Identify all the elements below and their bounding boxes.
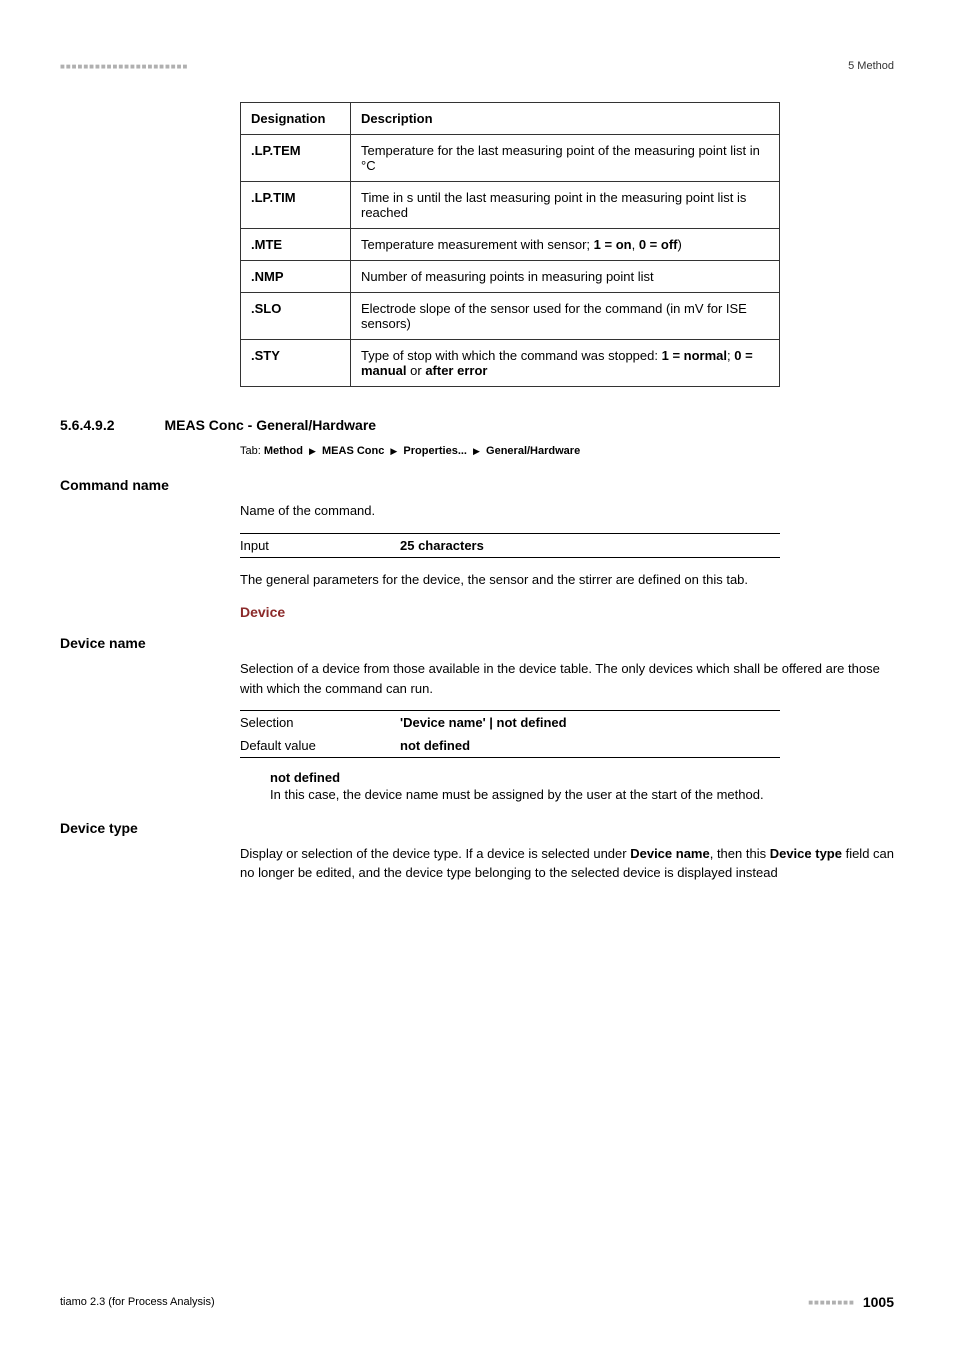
selection-value: 'Device name' | not defined bbox=[400, 711, 780, 735]
table-row: .SLO Electrode slope of the sensor used … bbox=[241, 293, 780, 340]
not-defined-text: In this case, the device name must be as… bbox=[270, 785, 894, 805]
input-row: Input 25 characters bbox=[240, 533, 780, 557]
table-row: .LP.TEM Temperature for the last measuri… bbox=[241, 135, 780, 182]
table-row: .STY Type of stop with which the command… bbox=[241, 340, 780, 387]
command-name-input-table: Input 25 characters bbox=[240, 533, 780, 558]
tab-item: General/Hardware bbox=[486, 445, 580, 457]
default-value: not defined bbox=[400, 734, 780, 758]
command-name-description: Name of the command. bbox=[240, 501, 894, 521]
cell-designation: .STY bbox=[241, 340, 351, 387]
device-type-prefix: Display or selection of the device type.… bbox=[240, 846, 630, 861]
command-name-label: Command name bbox=[60, 477, 894, 493]
default-value-bold: not defined bbox=[400, 738, 470, 753]
table-row: .LP.TIM Time in s until the last measuri… bbox=[241, 182, 780, 229]
cell-designation: .NMP bbox=[241, 261, 351, 293]
header-dots-left: ■■■■■■■■■■■■■■■■■■■■■■ bbox=[60, 62, 188, 71]
tab-breadcrumb: Tab: Method ▶ MEAS Conc ▶ Properties... … bbox=[240, 445, 894, 457]
default-label: Default value bbox=[240, 734, 400, 758]
device-type-description: Display or selection of the device type.… bbox=[240, 844, 894, 883]
device-name-description: Selection of a device from those availab… bbox=[240, 659, 894, 698]
desc-bold1: 1 = normal bbox=[662, 348, 727, 363]
table-header-row: Designation Description bbox=[241, 103, 780, 135]
general-params-text: The general parameters for the device, t… bbox=[240, 570, 894, 590]
footer-page-number: 1005 bbox=[863, 1294, 894, 1310]
not-defined-label: not defined bbox=[270, 770, 894, 785]
not-defined-block: not defined In this case, the device nam… bbox=[270, 770, 894, 805]
cell-description: Number of measuring points in measuring … bbox=[351, 261, 780, 293]
selection-value-bold: 'Device name' | not defined bbox=[400, 715, 567, 730]
section-title: MEAS Conc - General/Hardware bbox=[164, 417, 376, 433]
default-row: Default value not defined bbox=[240, 734, 780, 758]
desc-sep2: or bbox=[407, 363, 426, 378]
device-type-bold1: Device name bbox=[630, 846, 710, 861]
cell-designation: .LP.TEM bbox=[241, 135, 351, 182]
desc-bold1: 1 = on bbox=[594, 237, 632, 252]
tab-item: MEAS Conc bbox=[322, 445, 384, 457]
desc-prefix: Type of stop with which the command was … bbox=[361, 348, 662, 363]
cell-designation: .LP.TIM bbox=[241, 182, 351, 229]
device-type-mid: , then this bbox=[710, 846, 770, 861]
desc-sep1: , bbox=[632, 237, 639, 252]
cell-description: Type of stop with which the command was … bbox=[351, 340, 780, 387]
variables-table: Designation Description .LP.TEM Temperat… bbox=[240, 102, 780, 387]
cell-description: Temperature for the last measuring point… bbox=[351, 135, 780, 182]
footer-right: ■■■■■■■■ 1005 bbox=[808, 1294, 894, 1310]
device-type-label: Device type bbox=[60, 820, 894, 836]
section-number: 5.6.4.9.2 bbox=[60, 417, 160, 433]
triangle-separator-icon: ▶ bbox=[473, 446, 480, 456]
table-row: .NMP Number of measuring points in measu… bbox=[241, 261, 780, 293]
selection-row: Selection 'Device name' | not defined bbox=[240, 711, 780, 735]
input-label: Input bbox=[240, 533, 400, 557]
footer-dots-icon: ■■■■■■■■ bbox=[808, 1298, 855, 1307]
triangle-separator-icon: ▶ bbox=[309, 446, 316, 456]
desc-bold2: 0 = off bbox=[639, 237, 678, 252]
device-section-header: Device bbox=[240, 604, 894, 620]
cell-designation: .MTE bbox=[241, 229, 351, 261]
cell-description: Electrode slope of the sensor used for t… bbox=[351, 293, 780, 340]
cell-description: Time in s until the last measuring point… bbox=[351, 182, 780, 229]
selection-label: Selection bbox=[240, 711, 400, 735]
desc-bold3: after error bbox=[425, 363, 487, 378]
device-name-selection-table: Selection 'Device name' | not defined De… bbox=[240, 710, 780, 758]
tab-label: Tab: bbox=[240, 445, 264, 457]
header-section-label: 5 Method bbox=[848, 60, 894, 72]
page-header: ■■■■■■■■■■■■■■■■■■■■■■ 5 Method bbox=[60, 60, 894, 72]
cell-description: Temperature measurement with sensor; 1 =… bbox=[351, 229, 780, 261]
desc-prefix: Temperature measurement with sensor; bbox=[361, 237, 594, 252]
section-heading: 5.6.4.9.2 MEAS Conc - General/Hardware bbox=[60, 417, 894, 435]
input-value-bold: 25 characters bbox=[400, 538, 484, 553]
tab-item: Method bbox=[264, 445, 303, 457]
table-header-designation: Designation bbox=[241, 103, 351, 135]
device-name-label: Device name bbox=[60, 635, 894, 651]
table-header-description: Description bbox=[351, 103, 780, 135]
input-value: 25 characters bbox=[400, 533, 780, 557]
cell-designation: .SLO bbox=[241, 293, 351, 340]
page-footer: tiamo 2.3 (for Process Analysis) ■■■■■■■… bbox=[60, 1294, 894, 1310]
triangle-separator-icon: ▶ bbox=[390, 446, 397, 456]
footer-product-label: tiamo 2.3 (for Process Analysis) bbox=[60, 1296, 215, 1308]
desc-suffix: ) bbox=[677, 237, 681, 252]
device-type-bold2: Device type bbox=[770, 846, 842, 861]
table-row: .MTE Temperature measurement with sensor… bbox=[241, 229, 780, 261]
tab-item: Properties... bbox=[403, 445, 467, 457]
